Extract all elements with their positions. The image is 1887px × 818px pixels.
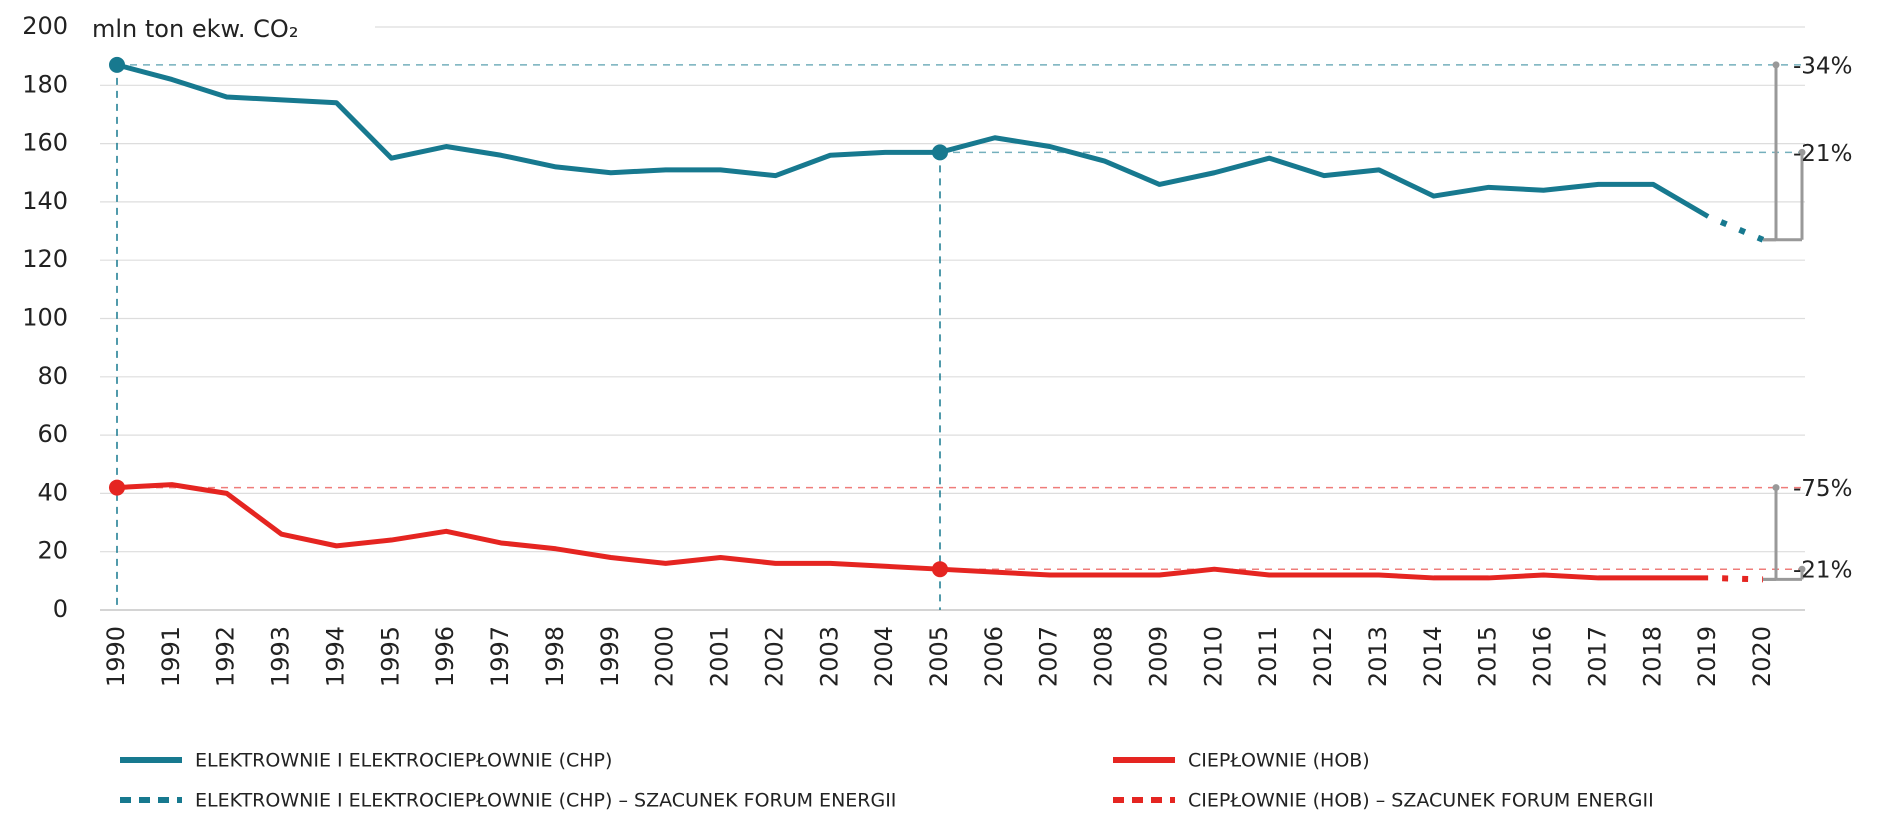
x-tick-label: 2012 <box>1309 626 1337 687</box>
y-tick-label: 80 <box>37 362 68 390</box>
point-marker <box>932 144 948 161</box>
x-tick-label: 2017 <box>1583 626 1611 687</box>
x-tick-label: 2014 <box>1419 626 1447 687</box>
y-tick-label: 40 <box>37 478 68 506</box>
x-tick-label: 2019 <box>1693 626 1721 687</box>
x-tick-label: 2007 <box>1035 626 1063 687</box>
x-tick-label: 2002 <box>760 626 788 687</box>
x-tick-label: 2004 <box>870 626 898 687</box>
annotation: -21% <box>1793 558 1852 584</box>
bracket-end <box>1772 61 1780 69</box>
x-tick-label: 2020 <box>1748 626 1776 687</box>
x-tick-label: 2009 <box>1144 626 1172 687</box>
x-tick-label: 2018 <box>1638 626 1666 687</box>
annotation: -21% <box>1793 141 1852 167</box>
bracket-end <box>1772 484 1780 492</box>
y-tick-label: 60 <box>37 420 68 448</box>
series-line <box>116 62 1710 219</box>
series-line <box>1708 574 1764 583</box>
series-line <box>1706 213 1765 243</box>
x-tick-label: 2008 <box>1090 626 1118 687</box>
x-tick-label: 2015 <box>1474 626 1502 687</box>
x-tick-label: 2006 <box>980 626 1008 687</box>
y-tick-label: 200 <box>22 12 68 40</box>
legend-label: CIEPŁOWNIE (HOB) <box>1188 750 1370 772</box>
x-tick-label: 1991 <box>157 626 185 687</box>
x-tick-label: 2001 <box>706 626 734 687</box>
y-tick-label: 160 <box>22 129 68 157</box>
x-tick-label: 2005 <box>925 626 953 687</box>
x-tick-label: 2013 <box>1364 626 1392 687</box>
x-tick-label: 2010 <box>1199 626 1227 687</box>
y-tick-label: 0 <box>53 595 68 623</box>
point-marker <box>109 479 125 496</box>
point-marker <box>932 561 948 578</box>
x-tick-label: 1998 <box>541 626 569 687</box>
legend-label: ELEKTROWNIE I ELEKTROCIEPŁOWNIE (CHP) – … <box>195 790 896 812</box>
point-marker <box>109 56 125 73</box>
annotation: -34% <box>1793 53 1852 79</box>
legend-label: ELEKTROWNIE I ELEKTROCIEPŁOWNIE (CHP) <box>195 750 612 772</box>
y-tick-label: 20 <box>37 537 68 565</box>
annotation: -75% <box>1793 476 1852 502</box>
y-tick-label: 100 <box>22 304 68 332</box>
y-tick-label: 180 <box>22 70 68 98</box>
y-tick-label: 140 <box>22 187 68 215</box>
x-tick-label: 1999 <box>596 626 624 687</box>
x-tick-label: 2011 <box>1254 626 1282 687</box>
x-tick-label: 2003 <box>815 626 843 687</box>
x-tick-label: 1996 <box>431 626 459 687</box>
x-tick-label: 2016 <box>1529 626 1557 687</box>
series-line <box>116 482 1709 581</box>
bracket-end <box>1798 148 1806 156</box>
x-tick-label: 1994 <box>321 626 349 687</box>
x-tick-label: 1993 <box>267 626 295 687</box>
x-tick-label: 1990 <box>102 626 130 687</box>
x-tick-label: 1992 <box>212 626 240 687</box>
x-tick-label: 2000 <box>651 626 679 687</box>
y-tick-label: 120 <box>22 245 68 273</box>
y-axis-label: mln ton ekw. CO₂ <box>92 15 298 43</box>
x-tick-label: 1995 <box>376 626 404 687</box>
legend-label: CIEPŁOWNIE (HOB) – SZACUNEK FORUM ENERGI… <box>1188 790 1654 812</box>
x-tick-label: 1997 <box>486 626 514 687</box>
bracket-end <box>1798 565 1806 573</box>
